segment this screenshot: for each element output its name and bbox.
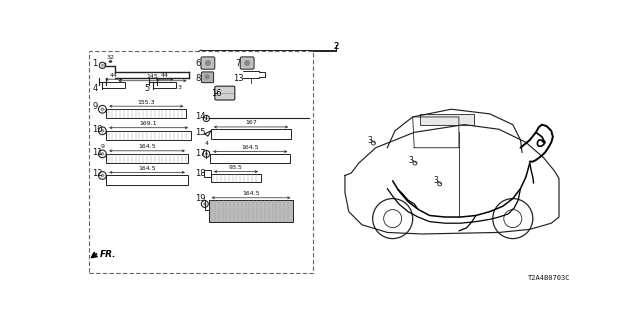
Text: 3: 3	[433, 176, 438, 185]
Circle shape	[100, 174, 104, 177]
Text: 5: 5	[145, 84, 150, 93]
Text: 14: 14	[196, 112, 206, 121]
Text: 93.5: 93.5	[229, 165, 243, 170]
Text: 44: 44	[161, 73, 169, 78]
Text: 15: 15	[196, 128, 206, 137]
Bar	[210, 154, 291, 163]
Text: 167: 167	[245, 120, 257, 125]
Text: 2: 2	[333, 42, 339, 51]
Text: 17: 17	[196, 148, 206, 157]
Text: T2A4B0703C: T2A4B0703C	[528, 275, 570, 281]
Circle shape	[245, 61, 250, 65]
Text: 18: 18	[196, 169, 206, 178]
Bar	[90, 52, 312, 273]
Text: 4: 4	[204, 141, 209, 146]
Bar	[209, 200, 293, 222]
Text: 3: 3	[177, 85, 181, 90]
Text: FR.: FR.	[100, 250, 116, 259]
FancyBboxPatch shape	[201, 57, 215, 69]
Text: 7: 7	[236, 59, 241, 68]
Text: 145: 145	[147, 74, 158, 79]
Circle shape	[205, 61, 210, 65]
Text: 164.5: 164.5	[138, 166, 156, 171]
Text: 155.3: 155.3	[138, 100, 155, 105]
Text: 11: 11	[92, 148, 103, 157]
Circle shape	[100, 129, 104, 132]
Text: 44: 44	[110, 73, 118, 78]
Circle shape	[100, 108, 104, 111]
Bar	[106, 154, 188, 163]
Text: 3: 3	[367, 136, 372, 145]
Circle shape	[100, 152, 104, 156]
Text: 16: 16	[211, 89, 221, 98]
Text: 12: 12	[92, 169, 103, 178]
FancyBboxPatch shape	[240, 57, 254, 69]
Bar	[211, 174, 261, 182]
Text: 164.5: 164.5	[242, 191, 260, 196]
Text: 9: 9	[100, 144, 104, 149]
FancyBboxPatch shape	[202, 72, 214, 83]
Bar	[211, 129, 291, 139]
Text: 19: 19	[196, 194, 206, 203]
Circle shape	[101, 64, 104, 67]
Text: 164.5: 164.5	[138, 144, 156, 149]
Polygon shape	[420, 114, 474, 124]
Bar	[102, 82, 125, 88]
Bar	[153, 82, 176, 88]
Text: 32: 32	[106, 55, 115, 60]
Text: 4: 4	[92, 84, 98, 93]
Text: 9: 9	[92, 101, 98, 110]
Bar	[204, 170, 211, 177]
Text: 169.1: 169.1	[140, 121, 157, 126]
Circle shape	[205, 117, 208, 120]
Text: 3: 3	[409, 156, 413, 164]
Bar	[106, 109, 186, 118]
Bar	[106, 175, 188, 185]
Text: 1: 1	[92, 59, 98, 68]
Bar	[106, 131, 191, 140]
Text: 2: 2	[333, 42, 339, 51]
Text: 8: 8	[196, 74, 201, 83]
FancyBboxPatch shape	[215, 86, 235, 100]
Circle shape	[205, 152, 208, 156]
Text: 164.5: 164.5	[241, 145, 259, 150]
Circle shape	[205, 75, 209, 79]
Text: 10: 10	[92, 124, 103, 134]
Circle shape	[204, 202, 206, 205]
Text: 13: 13	[234, 74, 244, 83]
Text: 6: 6	[196, 59, 201, 68]
